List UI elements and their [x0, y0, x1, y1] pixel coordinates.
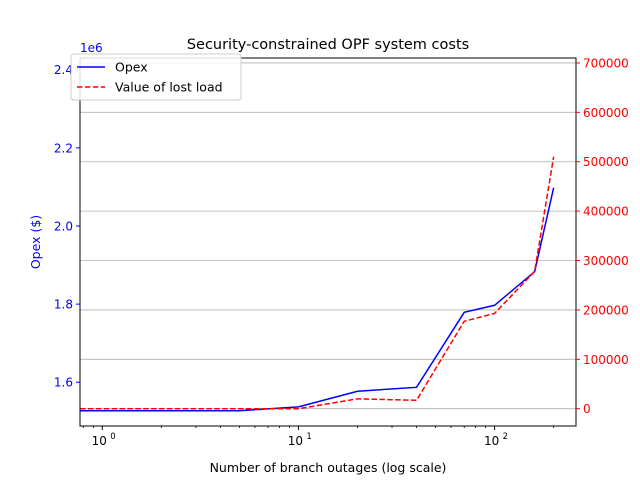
left-y-tick-label-3: 2.2 — [54, 141, 73, 155]
left-y-tick-label-2: 2.0 — [54, 219, 73, 233]
right-y-axis-ticks: 0 100000 200000 300000 400000 500000 600000 700… — [576, 56, 629, 416]
x-tick-exponent-1: 1 — [306, 432, 311, 442]
left-y-tick-label-4: 2.4 — [54, 63, 73, 77]
legend-vll-label: Value of lost load — [115, 80, 223, 95]
right-y-tick-label-2: 200000 — [583, 303, 629, 317]
right-y-tick-label-3: 300000 — [583, 254, 629, 268]
right-y-tick-label-7: 700000 — [583, 56, 629, 70]
chart-title: Security-constrained OPF system costs — [187, 37, 469, 53]
series-line-opex — [80, 187, 555, 412]
legend: Opex Value of lost load — [70, 53, 242, 101]
left-y-axis-label: Opex ($) — [28, 215, 43, 269]
left-y-tick-label-0: 1.6 — [54, 376, 73, 390]
right-y-tick-label-0: 0 — [583, 402, 591, 416]
right-y-tick-label-1: 100000 — [583, 353, 629, 367]
x-tick-label-0: 10 — [92, 434, 107, 448]
series-layer — [80, 156, 555, 412]
right-y-tick-label-5: 500000 — [583, 155, 629, 169]
x-axis-ticks: 10 0 10 1 10 2 — [82, 426, 555, 448]
left-y-tick-label-1: 1.8 — [54, 298, 73, 312]
left-y-axis-ticks: 1.6 1.8 2.0 2.2 2.4 — [54, 63, 80, 390]
grid-layer — [80, 62, 576, 410]
x-tick-label-1: 10 — [288, 434, 303, 448]
series-line-value-of-lost-load — [80, 156, 555, 410]
legend-opex-label: Opex — [115, 60, 148, 75]
plot-frame — [79, 57, 577, 427]
x-tick-exponent-2: 2 — [503, 432, 508, 442]
left-y-offset-text: 1e6 — [80, 41, 103, 55]
legend-box — [70, 53, 242, 101]
x-axis-label: Number of branch outages (log scale) — [210, 460, 447, 475]
x-tick-exponent-0: 0 — [110, 432, 115, 442]
right-y-tick-label-4: 400000 — [583, 205, 629, 219]
x-tick-label-2: 10 — [484, 434, 499, 448]
right-y-tick-label-6: 600000 — [583, 106, 629, 120]
